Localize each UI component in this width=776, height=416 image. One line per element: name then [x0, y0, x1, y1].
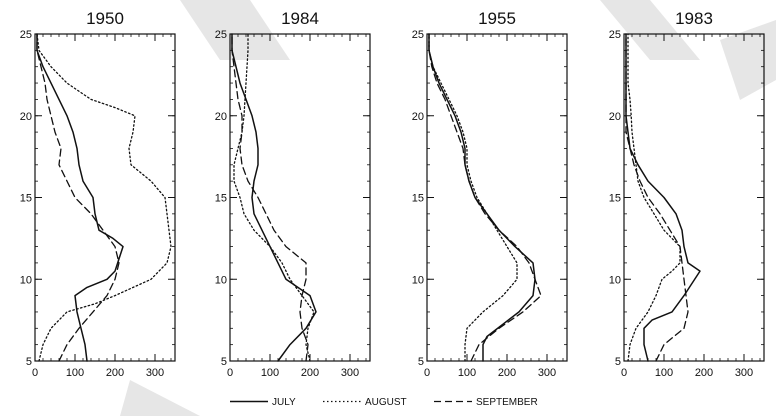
panel-title: 1955: [478, 9, 516, 28]
x-tick-label: 200: [301, 367, 319, 379]
series-line-july: [428, 33, 536, 362]
panel-1984: 1984 0 100 200 300 5 10 15 20 25: [215, 9, 371, 379]
y-tick-label: 10: [412, 274, 424, 286]
y-tick-label: 25: [215, 29, 227, 41]
x-tick-label: 100: [261, 367, 279, 379]
x-tick-label: 300: [146, 367, 164, 379]
x-tick-label: 200: [498, 367, 516, 379]
y-tick-label: 5: [615, 356, 621, 368]
x-tick-label: 0: [227, 367, 233, 379]
y-tick-label: 10: [609, 274, 621, 286]
y-tick-label: 15: [20, 193, 32, 205]
legend-label-september: SEPTEMBER: [476, 397, 538, 408]
panel-1950: 1950 0 100 200 300 5 10 15 20 25: [20, 9, 176, 379]
y-tick-label: 10: [215, 274, 227, 286]
x-tick-label: 200: [106, 367, 124, 379]
panel-1955: 1955 0 100 200 300 5 10 15 20 25: [412, 9, 568, 379]
panel-title: 1950: [86, 9, 124, 28]
legend: JULY AUGUST SEPTEMBER: [230, 397, 538, 408]
y-tick-label: 15: [609, 193, 621, 205]
x-tick-label: 100: [458, 367, 476, 379]
panel-title: 1984: [281, 9, 319, 28]
x-tick-label: 0: [32, 367, 38, 379]
y-tick-label: 5: [418, 356, 424, 368]
watermark: [120, 0, 776, 416]
panel-1983: 1983 0 100 200 300 5 10 15 20 25: [609, 9, 765, 379]
y-tick-label: 20: [412, 111, 424, 123]
x-tick-label: 0: [424, 367, 430, 379]
series-line-august: [233, 33, 315, 362]
legend-label-july: JULY: [272, 397, 296, 408]
series-line-august: [428, 33, 518, 362]
y-tick-label: 5: [221, 356, 227, 368]
x-tick-label: 100: [655, 367, 673, 379]
y-tick-label: 25: [20, 29, 32, 41]
series-line-september: [428, 33, 542, 362]
y-tick-label: 25: [412, 29, 424, 41]
x-tick-label: 200: [695, 367, 713, 379]
x-tick-label: 0: [621, 367, 627, 379]
y-tick-label: 20: [215, 111, 227, 123]
y-tick-label: 20: [609, 111, 621, 123]
series-line-july: [231, 33, 317, 362]
plot-frame: [34, 33, 176, 362]
series-line-july: [625, 33, 701, 362]
series-line-august: [627, 33, 681, 362]
y-tick-label: 25: [609, 29, 621, 41]
plot-frame: [426, 33, 568, 362]
y-tick-label: 10: [20, 274, 32, 286]
x-tick-label: 300: [735, 367, 753, 379]
series-line-september: [625, 33, 689, 362]
series-line-september: [36, 33, 120, 362]
series-line-august: [36, 33, 172, 362]
y-tick-label: 20: [20, 111, 32, 123]
series-line-september: [231, 33, 309, 362]
x-tick-label: 300: [538, 367, 556, 379]
x-tick-label: 100: [66, 367, 84, 379]
series-line-july: [36, 33, 124, 362]
x-tick-label: 300: [341, 367, 359, 379]
legend-label-august: AUGUST: [365, 397, 407, 408]
y-tick-label: 15: [412, 193, 424, 205]
panel-title: 1983: [675, 9, 713, 28]
y-tick-label: 5: [26, 356, 32, 368]
y-tick-label: 15: [215, 193, 227, 205]
